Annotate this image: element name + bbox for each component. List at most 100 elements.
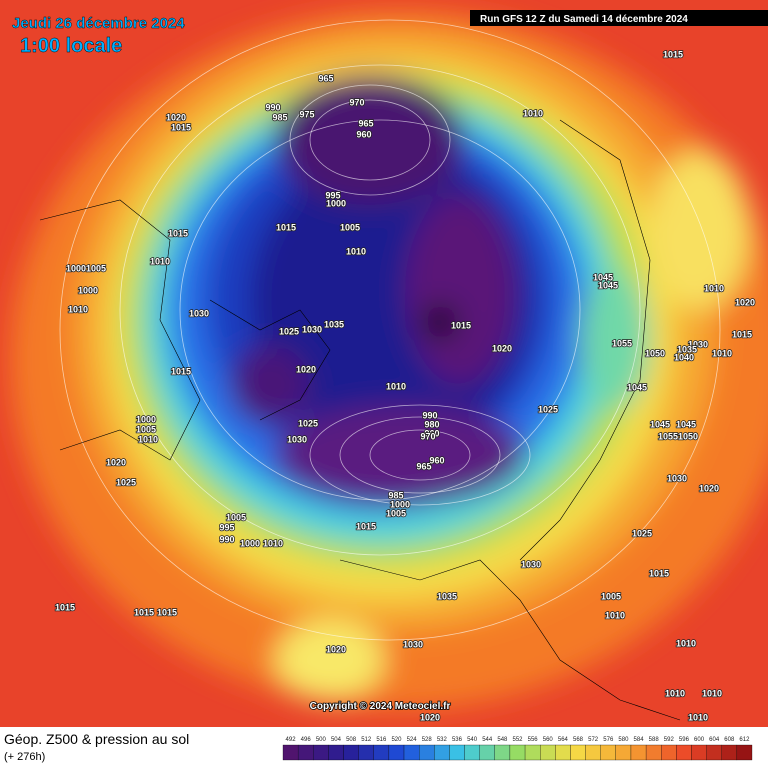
scale-swatch <box>464 744 480 761</box>
isobar-label: 1010 <box>68 304 88 314</box>
isobar-label: 1020 <box>296 364 316 374</box>
isobar-label: 1030 <box>688 339 708 349</box>
scale-swatch <box>721 744 738 761</box>
scale-swatch <box>358 744 374 761</box>
scale-label: 540 <box>467 737 478 743</box>
isobar-label: 1005 <box>136 424 156 434</box>
isobar-label: 1020 <box>326 644 346 654</box>
scale-label: 512 <box>361 737 372 743</box>
isobar-label: 990 <box>265 102 280 112</box>
isobar-label: 1045 <box>593 272 613 282</box>
scale-label: 508 <box>346 737 357 743</box>
scale-swatch <box>373 744 390 761</box>
scale-label: 560 <box>543 737 554 743</box>
date: Jeudi 26 décembre 2024 <box>12 15 185 32</box>
isobar-label: 1005 <box>340 222 360 232</box>
isobar-label: 1030 <box>287 434 307 444</box>
scale-label: 608 <box>724 737 735 743</box>
isobar-label: 1045 <box>627 382 647 392</box>
isobar-label: 1010 <box>346 246 366 256</box>
isobar-label: 1005 <box>86 263 106 273</box>
isobar-label: 1000 <box>136 414 156 424</box>
isobar-label: 1000 <box>326 198 346 208</box>
isobar-label: 990 <box>422 410 437 420</box>
scale-label: 496 <box>301 737 312 743</box>
field <box>0 0 768 727</box>
scale-swatch <box>676 744 692 761</box>
isobar-label: 1005 <box>386 508 406 518</box>
legend-lead: (+ 276h) <box>4 751 45 763</box>
isobar-label: 1010 <box>665 688 685 698</box>
isobar-label: 1055 <box>612 338 632 348</box>
scale-swatch <box>691 744 707 761</box>
scale-swatch <box>419 744 435 761</box>
isobar-label: 1000 <box>78 285 98 295</box>
scale-swatch <box>555 744 571 761</box>
scale-label: 596 <box>679 737 690 743</box>
time: 1:00 locale <box>20 35 122 57</box>
isobar-label: 1005 <box>226 512 246 522</box>
isobar-label: 1015 <box>171 122 191 132</box>
isobar-label: 1005 <box>601 591 621 601</box>
scale-swatch <box>343 744 359 761</box>
scale-swatch <box>328 744 344 761</box>
isobar-label: 1055 <box>658 431 678 441</box>
isobar-label: 1015 <box>134 607 154 617</box>
isobar-label: 985 <box>388 490 403 500</box>
isobar-label: 1035 <box>437 591 457 601</box>
scale-label: 588 <box>649 737 660 743</box>
isobar-label: 1050 <box>678 431 698 441</box>
run: Run GFS 12 Z du Samedi 14 décembre 2024 <box>480 14 688 25</box>
scale-label: 544 <box>482 737 493 743</box>
scale-label: 564 <box>558 737 569 743</box>
isobar-label: 1015 <box>732 329 752 339</box>
isobar-label: 1010 <box>704 283 724 293</box>
isobar-label: 1015 <box>451 320 471 330</box>
scale-label: 520 <box>391 737 402 743</box>
scale-label: 532 <box>437 737 448 743</box>
scale-swatch <box>661 744 677 761</box>
isobar-label: 1025 <box>632 528 652 538</box>
isobar-label: 1010 <box>688 712 708 722</box>
scale-label: 552 <box>512 737 523 743</box>
isobar-label: 995 <box>325 190 340 200</box>
isobar-label: 1035 <box>677 344 697 354</box>
isobar-label: 1025 <box>116 477 136 487</box>
isobar-label: 1015 <box>649 568 669 578</box>
scale-label: 612 <box>739 737 750 743</box>
isobar-label: 1025 <box>279 326 299 336</box>
scale-swatch <box>449 744 465 761</box>
isobar-label: 985 <box>272 112 287 122</box>
isobar-label: 965 <box>416 461 431 471</box>
isobar-label: 990 <box>219 534 234 544</box>
scale-swatch <box>388 744 405 761</box>
isobar-label: 1045 <box>650 419 670 429</box>
isobar-label: 1010 <box>523 108 543 118</box>
copyright: Copyright © 2024 Meteociel.fr <box>310 701 451 712</box>
scale-swatch <box>509 744 526 761</box>
scale-swatch <box>524 744 541 761</box>
scale-swatch <box>540 744 556 761</box>
scale-swatch <box>645 744 662 761</box>
isobar-label: 1020 <box>166 112 186 122</box>
isobar-label: 1010 <box>386 381 406 391</box>
scale-swatch <box>479 744 495 761</box>
isobar-label: 965 <box>318 73 333 83</box>
scale-swatch <box>615 744 632 761</box>
scale-swatch <box>297 744 314 761</box>
scale-label: 572 <box>588 737 599 743</box>
scale-label: 492 <box>286 737 297 743</box>
scale-label: 604 <box>709 737 720 743</box>
isobar-label: 1015 <box>356 521 376 531</box>
isobar-label: 1045 <box>676 419 696 429</box>
isobar-label: 970 <box>420 431 435 441</box>
scale-swatch <box>494 744 511 761</box>
isobar-label: 1020 <box>492 343 512 353</box>
isobar-label: 1010 <box>138 434 158 444</box>
isobar-label: 1010 <box>702 688 722 698</box>
isobar-label: 1015 <box>276 222 296 232</box>
scale-label: 504 <box>331 737 342 743</box>
scale-swatch <box>585 744 601 761</box>
scale-swatch <box>282 744 299 761</box>
scale-label: 600 <box>694 737 705 743</box>
